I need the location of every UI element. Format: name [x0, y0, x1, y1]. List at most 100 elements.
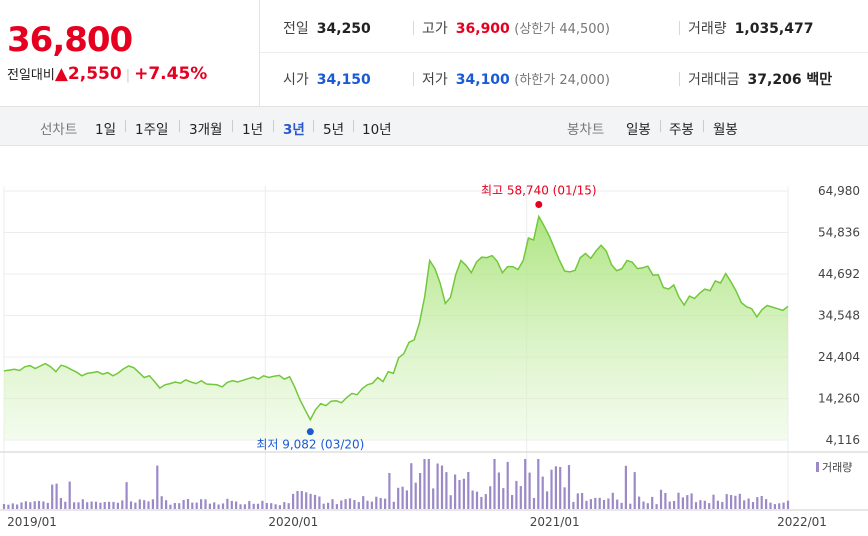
volume-bar [327, 502, 330, 509]
volume-bar [11, 503, 14, 509]
volume-bar [493, 459, 496, 509]
price-box: 36,800 전일대비▲2,550 | +7.45% [0, 0, 260, 106]
volume-bar [200, 499, 203, 509]
tab-divider [232, 120, 233, 132]
volume-bar [642, 501, 645, 509]
tab-weekly[interactable]: 주봉 [669, 122, 694, 138]
tab-1w[interactable]: 1주일 [135, 122, 169, 138]
volume-bar [33, 501, 36, 509]
volume-bar [178, 503, 181, 509]
volume-bar [217, 504, 220, 509]
volume-bar [278, 505, 281, 509]
volume-bar [414, 482, 417, 509]
volume-bar [760, 496, 763, 509]
volume-bar [589, 499, 592, 509]
volume-bar [195, 502, 198, 509]
volume-bar [546, 491, 549, 509]
tab-3y[interactable]: 3년 [283, 122, 305, 138]
volume-bar [256, 503, 260, 509]
y-tick-label: 14,260 [818, 392, 860, 406]
volume-bar [497, 472, 500, 509]
volume-bar [607, 498, 610, 509]
volume-bar [721, 501, 724, 509]
volume-bar [708, 503, 711, 509]
volume-bar [103, 502, 106, 509]
volume-bar [712, 494, 715, 509]
volume-bar [296, 491, 299, 509]
volume-bar [173, 503, 176, 509]
volume-bar [353, 500, 356, 509]
volume-bar [265, 503, 268, 509]
volume-bar [261, 500, 264, 509]
volume-bar [401, 486, 404, 509]
volume-bar [64, 501, 67, 509]
volume-bar [638, 496, 641, 509]
volume-bar [86, 502, 89, 509]
tab-3m[interactable]: 3개월 [189, 122, 223, 138]
volume-bar [537, 459, 540, 509]
volume-bar [370, 501, 373, 509]
volume-bar [445, 472, 448, 509]
lower-limit: (하한가 24,000) [514, 73, 610, 88]
low-annotation: 최저 9,082 (03/20) [256, 438, 364, 452]
volume-bar [511, 495, 514, 509]
trade-amount: 거래대금 37,206 백만 [688, 72, 833, 88]
volume-bar [716, 500, 719, 509]
high-annotation: 최고 58,740 (01/15) [481, 184, 597, 198]
volume-bar [454, 474, 457, 509]
volume-bar [541, 476, 544, 509]
volume-bar [563, 487, 566, 509]
volume-bar [335, 504, 338, 509]
line-chart-title: 선차트 [40, 122, 78, 138]
divider [413, 21, 414, 35]
volume-bar [147, 501, 150, 509]
price-line [3, 214, 789, 422]
change-divider: | [125, 68, 131, 83]
volume-bar [690, 493, 693, 509]
volume-bar [165, 500, 168, 509]
volume-bar [773, 504, 776, 509]
x-tick-label: 2021/01 [530, 515, 580, 529]
tab-1y[interactable]: 1년 [242, 122, 264, 138]
volume-bar [598, 497, 601, 509]
volume-bar [506, 461, 509, 509]
volume-bar [572, 501, 575, 509]
volume-bar [664, 493, 667, 509]
volume-bar [480, 496, 483, 509]
volume-bar [651, 496, 654, 509]
volume-bar [528, 472, 531, 509]
volume-bar [46, 502, 49, 509]
volume-bar [397, 487, 400, 509]
price-area [4, 216, 788, 440]
volume-bar [138, 499, 141, 509]
volume-bar [55, 483, 58, 509]
volume-bar [532, 498, 536, 509]
volume-bar [743, 500, 746, 509]
volume-bar [633, 472, 636, 509]
tab-divider [660, 120, 661, 132]
volume-bar [519, 486, 522, 509]
tab-5y[interactable]: 5년 [323, 122, 345, 138]
volume-bar [751, 502, 755, 509]
up-arrow-icon: ▲ [54, 64, 68, 84]
volume-bar [191, 502, 194, 509]
volume-bar [77, 502, 80, 509]
chart-tabs: 선차트 1일 1주일 3개월 1년 3년 5년 10년 봉차트 일봉 주봉 월봉 [0, 107, 868, 146]
volume-bar [29, 502, 32, 509]
volume-bar [357, 502, 360, 509]
volume-bar [524, 459, 527, 509]
tab-10y[interactable]: 10년 [362, 122, 392, 138]
tab-daily[interactable]: 일봉 [626, 122, 651, 138]
tab-1d[interactable]: 1일 [95, 122, 117, 138]
volume-bar [24, 501, 27, 509]
quote-panel: 36,800 전일대비▲2,550 | +7.45% 전일 34,250 고가 36,9… [0, 0, 868, 107]
volume-bar [782, 502, 785, 509]
volume-bar [769, 502, 772, 509]
volume-bar [16, 504, 19, 509]
volume-bar [677, 492, 680, 509]
volume-bar [348, 498, 352, 509]
volume-bar [567, 465, 571, 509]
volume-bar [699, 500, 702, 509]
volume-bar [169, 504, 172, 509]
tab-monthly[interactable]: 월봉 [713, 122, 738, 138]
